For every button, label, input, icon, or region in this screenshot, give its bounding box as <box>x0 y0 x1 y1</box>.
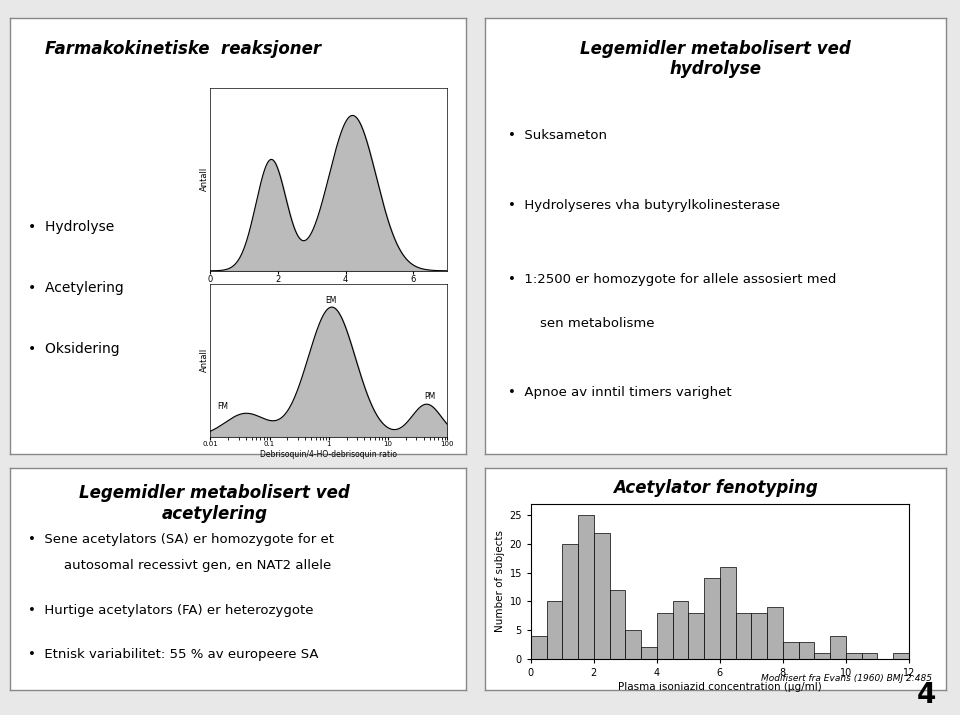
Bar <box>563 544 578 659</box>
Y-axis label: Antall: Antall <box>200 348 209 373</box>
Bar <box>704 578 720 659</box>
Text: sen metabolisme: sen metabolisme <box>540 317 655 330</box>
Text: •  Apnoe av inntil timers varighet: • Apnoe av inntil timers varighet <box>508 387 732 400</box>
Text: Farmakokinetiske  reaksjoner: Farmakokinetiske reaksjoner <box>45 39 321 58</box>
Bar <box>782 641 799 659</box>
Bar <box>688 613 704 659</box>
Text: Legemidler metabolisert ved
hydrolyse: Legemidler metabolisert ved hydrolyse <box>580 39 851 79</box>
X-axis label: Halveringstid for izoniazid (timer): Halveringstid for izoniazid (timer) <box>264 287 394 296</box>
Bar <box>799 641 814 659</box>
Text: FM: FM <box>217 402 228 410</box>
Bar <box>830 636 846 659</box>
Bar <box>893 654 909 659</box>
Bar <box>861 654 877 659</box>
Text: Legemidler metabolisert ved
acetylering: Legemidler metabolisert ved acetylering <box>80 484 350 523</box>
Bar <box>673 601 688 659</box>
Bar <box>578 516 594 659</box>
Text: autosomal recessivt gen, en NAT2 allele: autosomal recessivt gen, en NAT2 allele <box>64 559 331 572</box>
Bar <box>546 601 563 659</box>
Text: EM: EM <box>325 296 337 305</box>
Bar <box>720 567 735 659</box>
Bar <box>735 613 752 659</box>
Bar <box>625 630 641 659</box>
Text: 4: 4 <box>917 681 936 709</box>
X-axis label: Debrisoquin/4-HO-debrisoquin ratio: Debrisoquin/4-HO-debrisoquin ratio <box>260 450 397 458</box>
Text: •  Suksameton: • Suksameton <box>508 129 607 142</box>
Bar <box>531 636 546 659</box>
Text: •  Etnisk variabilitet: 55 % av europeere SA: • Etnisk variabilitet: 55 % av europeere… <box>28 648 319 661</box>
Bar <box>767 607 782 659</box>
X-axis label: Plasma isoniazid concentration (μg/ml): Plasma isoniazid concentration (μg/ml) <box>618 682 822 692</box>
Text: PM: PM <box>424 393 435 401</box>
Text: •  1:2500 er homozygote for allele assosiert med: • 1:2500 er homozygote for allele assosi… <box>508 273 836 286</box>
Bar <box>657 613 673 659</box>
Text: •  Oksidering: • Oksidering <box>28 342 119 356</box>
Text: •  Hydrolyseres vha butyrylkolinesterase: • Hydrolyseres vha butyrylkolinesterase <box>508 199 780 212</box>
Y-axis label: Antall: Antall <box>200 167 209 192</box>
Y-axis label: Number of subjects: Number of subjects <box>495 531 505 632</box>
Text: •  Acetylering: • Acetylering <box>28 281 124 295</box>
Bar <box>641 648 657 659</box>
Bar <box>814 654 830 659</box>
Text: •  Sene acetylators (SA) er homozygote for et: • Sene acetylators (SA) er homozygote fo… <box>28 533 334 546</box>
Bar <box>610 590 625 659</box>
Text: Modifisert fra Evans (1960) BMJ 2:485: Modifisert fra Evans (1960) BMJ 2:485 <box>760 674 932 684</box>
Text: •  Hurtige acetylators (FA) er heterozygote: • Hurtige acetylators (FA) er heterozygo… <box>28 603 313 616</box>
Bar <box>594 533 610 659</box>
Text: •  Hydrolyse: • Hydrolyse <box>28 220 114 235</box>
Bar <box>752 613 767 659</box>
Bar <box>846 654 861 659</box>
Text: Acetylator fenotyping: Acetylator fenotyping <box>612 480 818 498</box>
